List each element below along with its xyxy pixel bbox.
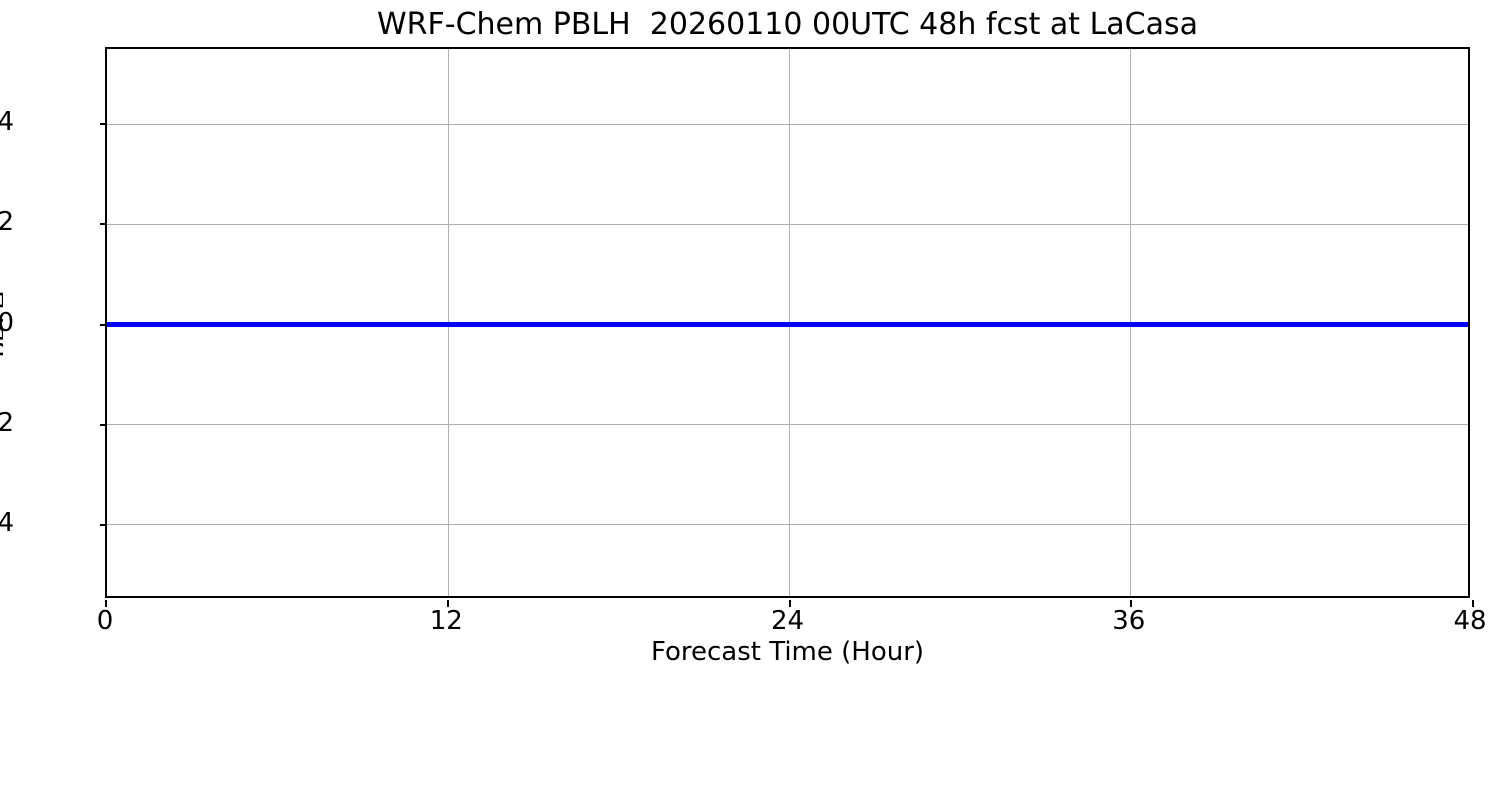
x-tick-label: 24: [770, 606, 805, 636]
y-tick-label: 0.04: [0, 107, 14, 138]
x-tick-label: 48: [1453, 606, 1487, 636]
gridline-horizontal: [107, 424, 1468, 426]
x-tick-mark: [788, 600, 791, 607]
x-axis-label: Forecast Time (Hour): [650, 637, 925, 667]
plot-area: [107, 49, 1468, 596]
gridline-horizontal: [107, 123, 1468, 125]
x-tick-mark: [1472, 600, 1474, 607]
y-tick-mark: [100, 123, 107, 126]
y-tick-label: 0.00: [0, 307, 14, 338]
chart-title: WRF-Chem PBLH 20260110 00UTC 48h fcst at…: [376, 7, 1199, 42]
x-tick-label: 0: [96, 606, 114, 636]
y-tick-mark: [100, 523, 107, 526]
plot-axes: [100, 47, 1474, 607]
y-tick-label: 0.02: [0, 207, 14, 238]
x-tick-label: 36: [1112, 606, 1146, 636]
x-tick-mark: [1129, 600, 1132, 607]
y-tick-label: −0.02: [0, 407, 14, 438]
y-tick-mark: [100, 323, 107, 326]
y-tick-mark: [100, 423, 107, 426]
x-tick-mark: [447, 600, 450, 607]
gridline-horizontal: [107, 524, 1468, 526]
y-tick-label: −0.04: [0, 507, 14, 538]
y-tick-mark: [100, 223, 107, 226]
gridline-horizontal: [107, 223, 1468, 225]
data-series-line: [107, 322, 1468, 327]
x-tick-label: 12: [429, 606, 463, 636]
x-tick-mark: [105, 600, 107, 607]
